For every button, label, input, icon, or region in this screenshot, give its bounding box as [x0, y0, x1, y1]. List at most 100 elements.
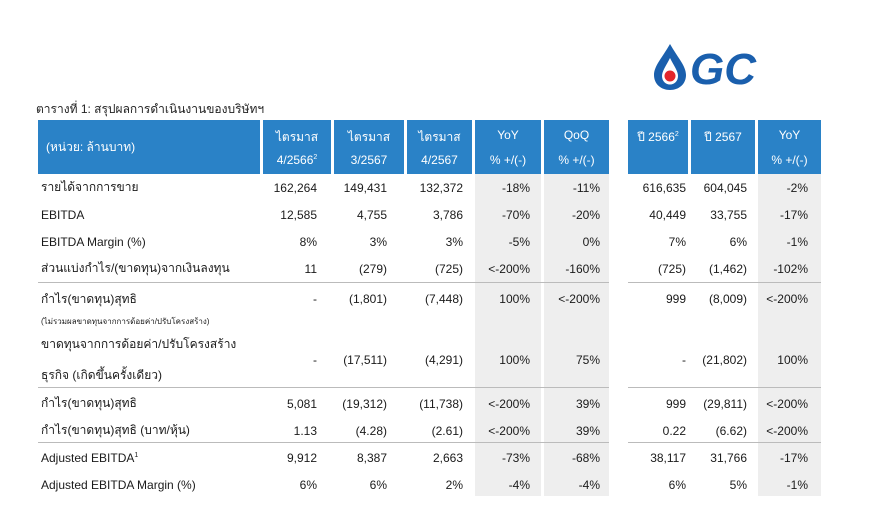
cell-value: 6% — [299, 477, 317, 492]
cell-value: 39% — [575, 423, 600, 438]
cell-value: 0% — [582, 234, 600, 249]
cell-value: (29,811) — [703, 396, 747, 411]
header-col-1: ไตรมาส 4/25662 — [263, 120, 331, 174]
cell-value: 999 — [665, 292, 686, 306]
table-row: รายได้จากการขาย 162,264 149,431 132,372 -18%… — [38, 174, 821, 201]
table-row: Adjusted EBITDA1 9,912 8,387 2,663 -73% -68% 3… — [38, 444, 821, 471]
table-row: ส่วนแบ่งกำไร/(ขาดทุน)จากเงินลงทุน 11 (279)… — [38, 255, 821, 282]
cell-value: (4,291) — [424, 352, 463, 367]
cell-value: 6% — [668, 477, 686, 492]
row-label: ขาดทุนจากการด้อยค่า/ปรับโครงสร้าง ธุรกิจ … — [41, 332, 236, 387]
cell-value: -73% — [501, 450, 530, 465]
cell-value: 604,045 — [703, 180, 747, 195]
cell-value: - — [313, 352, 317, 367]
cell-value: (21,802) — [702, 352, 747, 367]
cell-value: 8% — [299, 234, 317, 249]
cell-value: - — [682, 352, 686, 367]
cell-value: -160% — [565, 261, 600, 276]
logo-text: GC — [690, 45, 757, 92]
table-row: ขาดทุนจากการด้อยค่า/ปรับโครงสร้าง ธุรกิจ … — [38, 332, 821, 387]
cell-value: 12,585 — [280, 207, 317, 222]
cell-value: -1% — [786, 477, 808, 492]
cell-value: 999 — [665, 396, 686, 411]
unit-label: (หน่วย: ล้านบาท) — [46, 139, 136, 154]
header-col-line1: ปี 2567 — [704, 130, 742, 144]
cell-value: <-200% — [766, 396, 808, 411]
cell-value: 3% — [369, 234, 387, 249]
cell-value: (725) — [434, 261, 463, 276]
cell-value: <-200% — [488, 396, 530, 411]
header-col-3: ไตรมาส 4/2567 — [407, 120, 472, 174]
row-label: Adjusted EBITDA1 — [41, 450, 139, 465]
cell-value: 33,755 — [710, 207, 747, 222]
cell-value: 8,387 — [356, 450, 387, 465]
cell-value: (19,312) — [342, 396, 387, 411]
cell-value: <-200% — [558, 292, 600, 306]
table-row: EBITDA 12,585 4,755 3,786 -70% -20% 40,449 33,7… — [38, 201, 821, 228]
cell-value: 9,912 — [286, 450, 317, 465]
row-divider — [38, 282, 609, 283]
cell-value: <-200% — [488, 423, 530, 438]
row-label: กำไร(ขาดทุน)สุทธิ (ไม่รวมผลขาดทุนจากการด้… — [41, 291, 210, 326]
cell-value: 5% — [729, 477, 747, 492]
cell-value: 2,663 — [432, 450, 463, 465]
header-col-line2: % +/(-) — [771, 153, 808, 167]
table-row: กำไร(ขาดทุน)สุทธิ 5,081 (19,312) (11,738) <-… — [38, 390, 821, 417]
cell-value: (725) — [657, 261, 686, 276]
header-col-line1: ปี 25662 — [637, 130, 679, 144]
cell-value: 149,431 — [343, 180, 387, 195]
table-row: Adjusted EBITDA Margin (%) 6% 6% 2% -4% -4% 6%… — [38, 471, 821, 498]
cell-value: (279) — [358, 261, 387, 276]
cell-value: (17,511) — [343, 352, 387, 367]
header-col-line2: 3/2567 — [350, 153, 388, 167]
header-col-4: YoY % +/(-) — [475, 120, 541, 174]
header-col-line2: 4/2567 — [421, 153, 458, 167]
cell-value: (11,738) — [419, 396, 463, 411]
row-label: ส่วนแบ่งกำไร/(ขาดทุน)จากเงินลงทุน — [41, 261, 230, 275]
cell-value: (7,448) — [424, 292, 463, 306]
cell-value: 38,117 — [650, 450, 686, 465]
cell-value: <-200% — [766, 423, 808, 438]
header-col-2: ไตรมาส 3/2567 — [334, 120, 404, 174]
cell-value: (1,462) — [708, 261, 747, 276]
gc-logo: GC — [650, 40, 800, 94]
cell-value: 31,766 — [710, 450, 747, 465]
cell-value: -1% — [786, 234, 808, 249]
header-col-line2: % +/(-) — [489, 153, 527, 167]
header-col-line1: ไตรมาส — [418, 130, 461, 144]
cell-value: 3,786 — [432, 207, 463, 222]
cell-value: 0.22 — [662, 423, 686, 438]
cell-value: -68% — [571, 450, 600, 465]
row-divider — [38, 442, 609, 443]
cell-value: -17% — [779, 450, 808, 465]
cell-value: -17% — [779, 207, 808, 222]
cell-value: - — [313, 292, 317, 306]
row-divider — [628, 442, 821, 443]
header-col-line1: ไตรมาส — [347, 130, 391, 144]
row-label: กำไร(ขาดทุน)สุทธิ — [41, 396, 137, 410]
cell-value: 132,372 — [419, 180, 463, 195]
cell-value: (2.61) — [431, 423, 463, 438]
cell-value: -2% — [786, 180, 808, 195]
cell-value: <-200% — [766, 292, 808, 306]
header-col-6: ปี 25662 — [628, 120, 688, 174]
cell-value: 39% — [575, 396, 600, 411]
row-label: Adjusted EBITDA Margin (%) — [41, 477, 196, 492]
cell-value: (8,009) — [708, 292, 747, 306]
cell-value: 7% — [668, 234, 686, 249]
cell-value: 100% — [499, 352, 530, 367]
cell-value: -4% — [578, 477, 600, 492]
cell-value: 4,755 — [356, 207, 387, 222]
header-col-line1: YoY — [778, 128, 801, 142]
cell-value: 3% — [445, 234, 463, 249]
cell-value: (4.28) — [355, 423, 387, 438]
table-row: EBITDA Margin (%) 8% 3% 3% -5% 0% 7% 6% -1% — [38, 228, 821, 255]
cell-value: (1,801) — [348, 292, 387, 306]
table-caption: ตารางที่ 1: สรุปผลการดำเนินงานของบริษัทฯ — [36, 102, 265, 116]
header-col-line2: % +/(-) — [558, 153, 595, 167]
cell-value: 40,449 — [649, 207, 686, 222]
cell-value: 100% — [499, 292, 530, 306]
row-divider — [628, 282, 821, 283]
cell-value: -70% — [501, 207, 530, 222]
row-label-line2: ธุรกิจ (เกิดขึ้นครั้งเดียว) — [41, 367, 162, 382]
